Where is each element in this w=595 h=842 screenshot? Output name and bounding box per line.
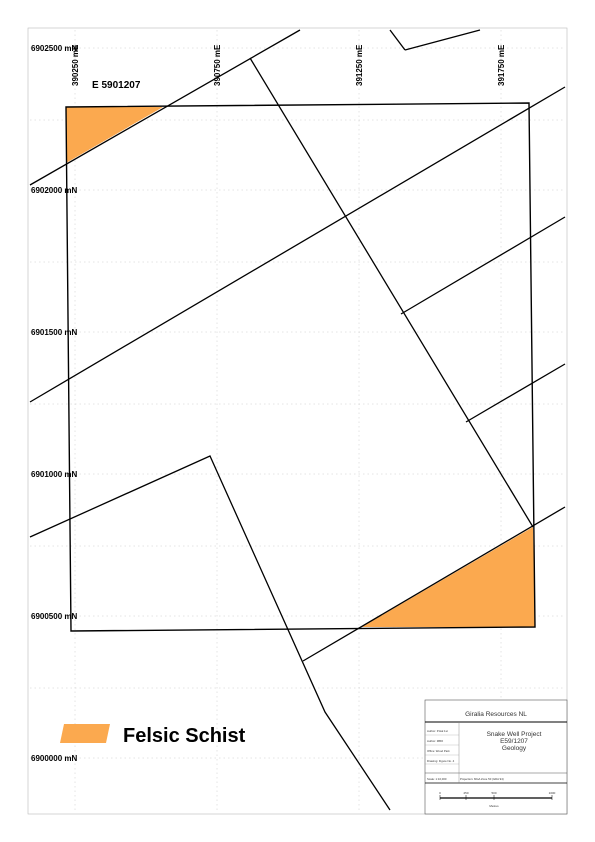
legend: Felsic Schist (60, 724, 246, 747)
scale-tick-label: 250 (463, 791, 468, 795)
fault-line-diagonal (249, 57, 534, 528)
contact-line-1 (29, 29, 301, 186)
contact-line-8 (302, 506, 566, 662)
northing-label-6902000: 6902000 mN (31, 186, 77, 195)
easting-label-391250: 391250 mE (355, 44, 364, 86)
title-row-1: Author: MBO (427, 739, 444, 743)
northing-label-6901000: 6901000 mN (31, 470, 77, 479)
title-row-0: Author: P.Hal 1st (427, 729, 448, 733)
title-block: Giralia Resources NL Snake Well Project … (424, 699, 568, 815)
scale-bar: 0 250 500 1000 Metres (439, 791, 555, 808)
title-row-2: Office: Wood Park (427, 749, 450, 753)
northing-label-6900500: 6900500 mN (31, 612, 77, 621)
grid-lines (30, 30, 565, 812)
northing-label-6902500: 6902500 mN (31, 44, 77, 53)
company-name: Giralia Resources NL (465, 711, 527, 718)
title-block-frame (424, 699, 568, 815)
title-row-3: Drawing: Figure No. 4 (427, 759, 455, 763)
legend-swatch-felsic-schist (60, 724, 110, 743)
contact-line-2 (389, 29, 406, 51)
map-frame (27, 27, 568, 815)
tenement-boundary (65, 102, 536, 632)
scale-tick-label: 1000 (549, 791, 556, 795)
contact-line-7 (29, 455, 391, 811)
felsic-schist-area-north (66, 107, 163, 163)
northing-label-6900000: 6900000 mN (31, 754, 77, 763)
legend-label-felsic-schist: Felsic Schist (123, 725, 246, 747)
tenement-id: E59/1207 (500, 738, 528, 745)
map-subject: Geology (502, 745, 527, 752)
easting-label-390250: 390250 mE (71, 44, 80, 86)
northing-label-6901500: 6901500 mN (31, 328, 77, 337)
tenement-label: E 5901207 (92, 80, 141, 91)
felsic-schist-area-south (362, 527, 535, 627)
geology-lines (29, 29, 566, 811)
easting-label-391750: 391750 mE (497, 44, 506, 86)
contact-line-4 (29, 86, 566, 403)
contact-line-3 (404, 29, 481, 51)
scale-tick-label: 500 (491, 791, 496, 795)
contact-line-6 (465, 363, 566, 423)
projection-text: Projection: MGA Zone 50 (GDA 94) (460, 777, 504, 781)
easting-label-390750: 390750 mE (213, 44, 222, 86)
contact-line-5 (400, 216, 566, 315)
scale-unit: Metres (489, 804, 499, 808)
project-name: Snake Well Project (487, 731, 542, 738)
scale-tick-label: 0 (439, 791, 441, 795)
title-row-4: Scale: 1:10,000 (427, 777, 447, 781)
